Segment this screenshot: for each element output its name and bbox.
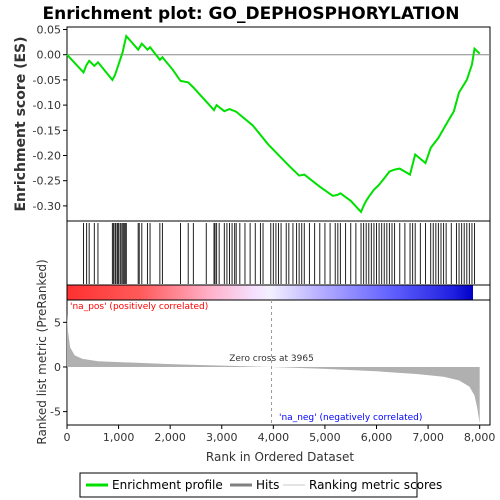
es-y-tick-label: -0.30 xyxy=(33,200,61,213)
x-tick-label: 1,000 xyxy=(103,431,135,444)
legend-label: Ranking metric scores xyxy=(309,478,442,492)
es-y-tick-label: -0.10 xyxy=(33,99,61,112)
x-axis-ticks: 0 1,000 2,000 3,000 4,000 5,000 6,000 7,000 8,00… xyxy=(64,425,496,444)
metric-y-ticks: 5 0 -5 xyxy=(50,316,67,419)
x-tick-label: 2,000 xyxy=(154,431,186,444)
x-tick-label: 8,000 xyxy=(464,431,496,444)
es-y-axis-title: Enrichment score (ES) xyxy=(13,36,29,211)
hits-marks xyxy=(83,223,476,284)
x-tick-label: 4,000 xyxy=(258,431,290,444)
es-y-tick-label: -0.05 xyxy=(33,74,61,87)
metric-y-tick-label: -5 xyxy=(50,406,61,419)
zero-cross-label: Zero cross at 3965 xyxy=(229,354,314,364)
positive-correlation-label: 'na_pos' (positively correlated) xyxy=(70,302,208,312)
x-tick-label: 5,000 xyxy=(309,431,341,444)
es-panel-frame xyxy=(66,26,491,222)
x-tick-label: 0 xyxy=(64,431,71,444)
ranking-metric-area xyxy=(67,313,480,424)
legend-box xyxy=(79,472,418,498)
es-y-tick-label: -0.15 xyxy=(33,124,61,137)
x-tick-label: 6,000 xyxy=(361,431,393,444)
legend-label: Hits xyxy=(256,478,279,492)
es-y-tick-label: -0.20 xyxy=(33,149,61,162)
metric-y-tick-label: 5 xyxy=(54,316,61,329)
metric-panel-frame xyxy=(66,299,491,426)
legend-label: Enrichment profile xyxy=(112,478,223,492)
legend: Enrichment profile Hits Ranking metric sco… xyxy=(86,478,442,492)
enrichment-profile-line xyxy=(66,33,481,214)
es-y-tick-label: -0.25 xyxy=(33,175,61,188)
rank-gradient-bar xyxy=(67,285,473,300)
es-y-tick-label: 0.05 xyxy=(37,24,62,37)
x-tick-label: 3,000 xyxy=(206,431,238,444)
metric-y-tick-label: 0 xyxy=(54,361,61,374)
chart-title: Enrichment plot: GO_DEPHOSPHORYLATION xyxy=(43,4,460,24)
negative-correlation-label: 'na_neg' (negatively correlated) xyxy=(279,413,422,423)
es-y-ticks: 0.05 0.00 -0.05 -0.10 -0.15 -0.20 -0.25 -0.30 xyxy=(33,24,67,213)
es-y-tick-label: 0.00 xyxy=(37,49,62,62)
metric-y-axis-title: Ranked list metric (PreRanked) xyxy=(35,259,49,444)
x-tick-label: 7,000 xyxy=(412,431,444,444)
x-axis-title: Rank in Ordered Dataset xyxy=(206,450,354,464)
